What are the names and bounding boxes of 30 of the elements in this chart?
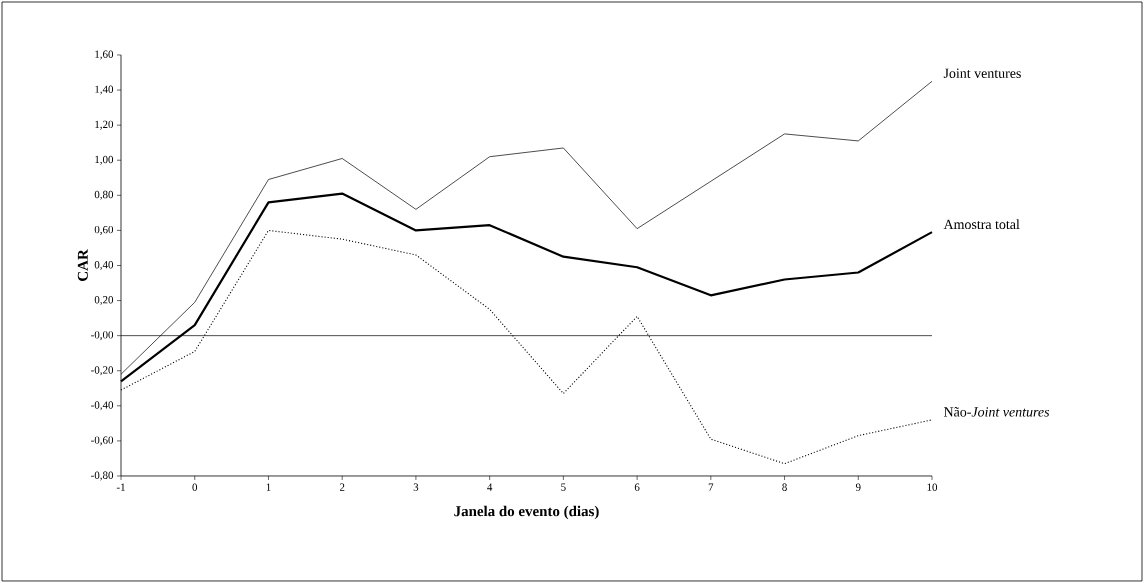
y-tick-label: 1,60 [95,50,114,60]
x-tick-label: 0 [192,483,198,491]
x-axis-title: Janela do evento (dias) [454,505,599,520]
y-tick-label: -0,20 [91,366,114,376]
y-axis-title: CAR [77,249,88,281]
y-tick-label: 0,60 [94,225,114,235]
y-tick-label: -0,00 [91,331,114,341]
y-tick-label: 0,40 [94,261,114,270]
x-tick-label: 6 [634,483,640,491]
y-tick-label: -0,40 [91,401,114,411]
y-tick-label: 1,00 [95,155,114,165]
x-tick-label: 10 [927,483,938,491]
x-tick-label: 3 [413,483,419,491]
x-tick-label: 4 [487,483,493,491]
y-tick-label: 0,20 [94,296,114,306]
series-label: Joint ventures [943,68,1021,78]
x-tick-label: 8 [782,483,787,491]
y-tick-label: -0,80 [91,471,114,481]
x-tick-label: 7 [708,483,714,491]
x-tick-label: 9 [855,483,861,491]
y-tick-label: 1,20 [95,120,114,130]
y-tick-label: -0,60 [91,436,114,446]
y-tick-label: 1,40 [95,85,114,95]
series-label: Amostra total [943,219,1020,230]
x-tick-label: 2 [339,483,345,491]
x-tick-label: 5 [561,483,566,491]
series-label: Não-Joint ventures [943,407,1050,417]
x-tick-label: -1 [116,483,125,491]
x-tick-label: 1 [266,483,271,491]
y-tick-label: 0,80 [94,190,114,200]
